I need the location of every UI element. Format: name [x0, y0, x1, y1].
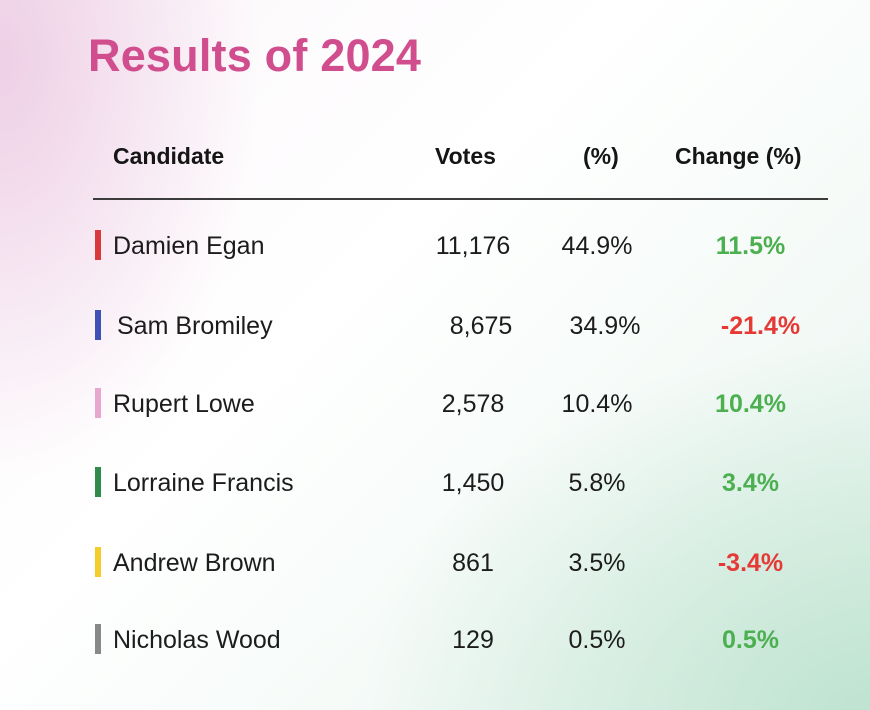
votes-value: 8,675	[449, 312, 513, 340]
percent-value: 3.5%	[568, 549, 626, 577]
votes-value: 11,176	[435, 232, 511, 260]
table-header: Candidate Votes (%) Change (%)	[93, 130, 828, 200]
candidate-name: Damien Egan	[113, 232, 265, 260]
change-value: -21.4%	[720, 312, 801, 340]
votes-value: 861	[452, 549, 494, 577]
table-row: Sam Bromiley 8,675 34.9% -21.4%	[93, 306, 828, 346]
party-color-swatch	[95, 310, 101, 340]
header-percent: (%)	[583, 143, 619, 169]
votes-value: 129	[452, 626, 494, 654]
candidate-name: Rupert Lowe	[113, 390, 255, 418]
party-color-swatch	[95, 547, 101, 577]
change-value: 11.5%	[715, 232, 786, 260]
table-row: Lorraine Francis 1,450 5.8% 3.4%	[93, 463, 828, 503]
results-table: Candidate Votes (%) Change (%) Damien Eg…	[93, 130, 828, 654]
header-votes: Votes	[435, 143, 496, 169]
header-candidate: Candidate	[113, 143, 225, 169]
candidate-name: Andrew Brown	[113, 549, 276, 577]
change-value: 3.4%	[722, 469, 779, 497]
candidate-name: Sam Bromiley	[117, 312, 273, 340]
votes-value: 1,450	[441, 469, 505, 497]
table-row: Nicholas Wood 129 0.5% 0.5%	[93, 620, 828, 660]
party-color-swatch	[95, 467, 101, 497]
change-value: 10.4%	[715, 390, 786, 418]
percent-value: 10.4%	[561, 390, 633, 418]
table-row: Rupert Lowe 2,578 10.4% 10.4%	[93, 384, 828, 424]
candidate-name: Nicholas Wood	[113, 626, 281, 654]
page-title: Results of 2024	[88, 30, 422, 81]
party-color-swatch	[95, 624, 101, 654]
party-color-swatch	[95, 230, 101, 260]
percent-value: 5.8%	[568, 469, 626, 497]
percent-value: 44.9%	[561, 232, 633, 260]
party-color-swatch	[95, 388, 101, 418]
table-row: Andrew Brown 861 3.5% -3.4%	[93, 543, 828, 583]
candidate-name: Lorraine Francis	[113, 469, 294, 497]
header-change: Change (%)	[675, 143, 802, 169]
votes-value: 2,578	[441, 390, 505, 418]
change-value: -3.4%	[717, 549, 784, 577]
percent-value: 34.9%	[569, 312, 641, 340]
change-value: 0.5%	[722, 626, 779, 654]
table-row: Damien Egan 11,176 44.9% 11.5%	[93, 226, 828, 266]
percent-value: 0.5%	[568, 626, 626, 654]
